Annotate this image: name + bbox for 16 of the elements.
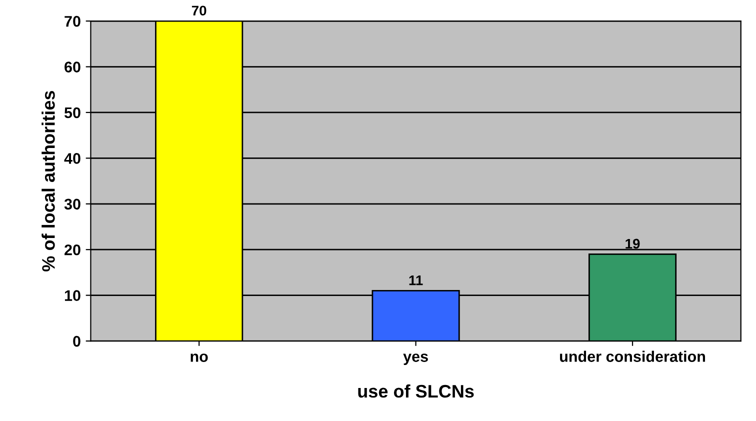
data-label: 11 <box>409 276 423 286</box>
y-axis-title: % of local authorities <box>42 90 55 272</box>
x-axis-title: use of SLCNs <box>358 384 474 398</box>
y-tick-label: 30 <box>64 198 80 210</box>
y-tick-label: 60 <box>64 62 80 72</box>
y-tick-label: 10 <box>64 290 80 301</box>
data-label: 70 <box>192 6 206 16</box>
data-label: 19 <box>626 238 640 249</box>
y-tick-label: 40 <box>64 153 80 164</box>
x-tick-label: yes <box>403 354 428 365</box>
y-tick-label: 0 <box>73 336 80 347</box>
y-tick-label: 20 <box>64 244 80 256</box>
x-tick-label: no <box>190 354 208 362</box>
x-tick-label: under consideration <box>560 350 706 362</box>
y-tick-label: 70 <box>64 16 80 27</box>
y-tick-label: 50 <box>64 107 80 118</box>
